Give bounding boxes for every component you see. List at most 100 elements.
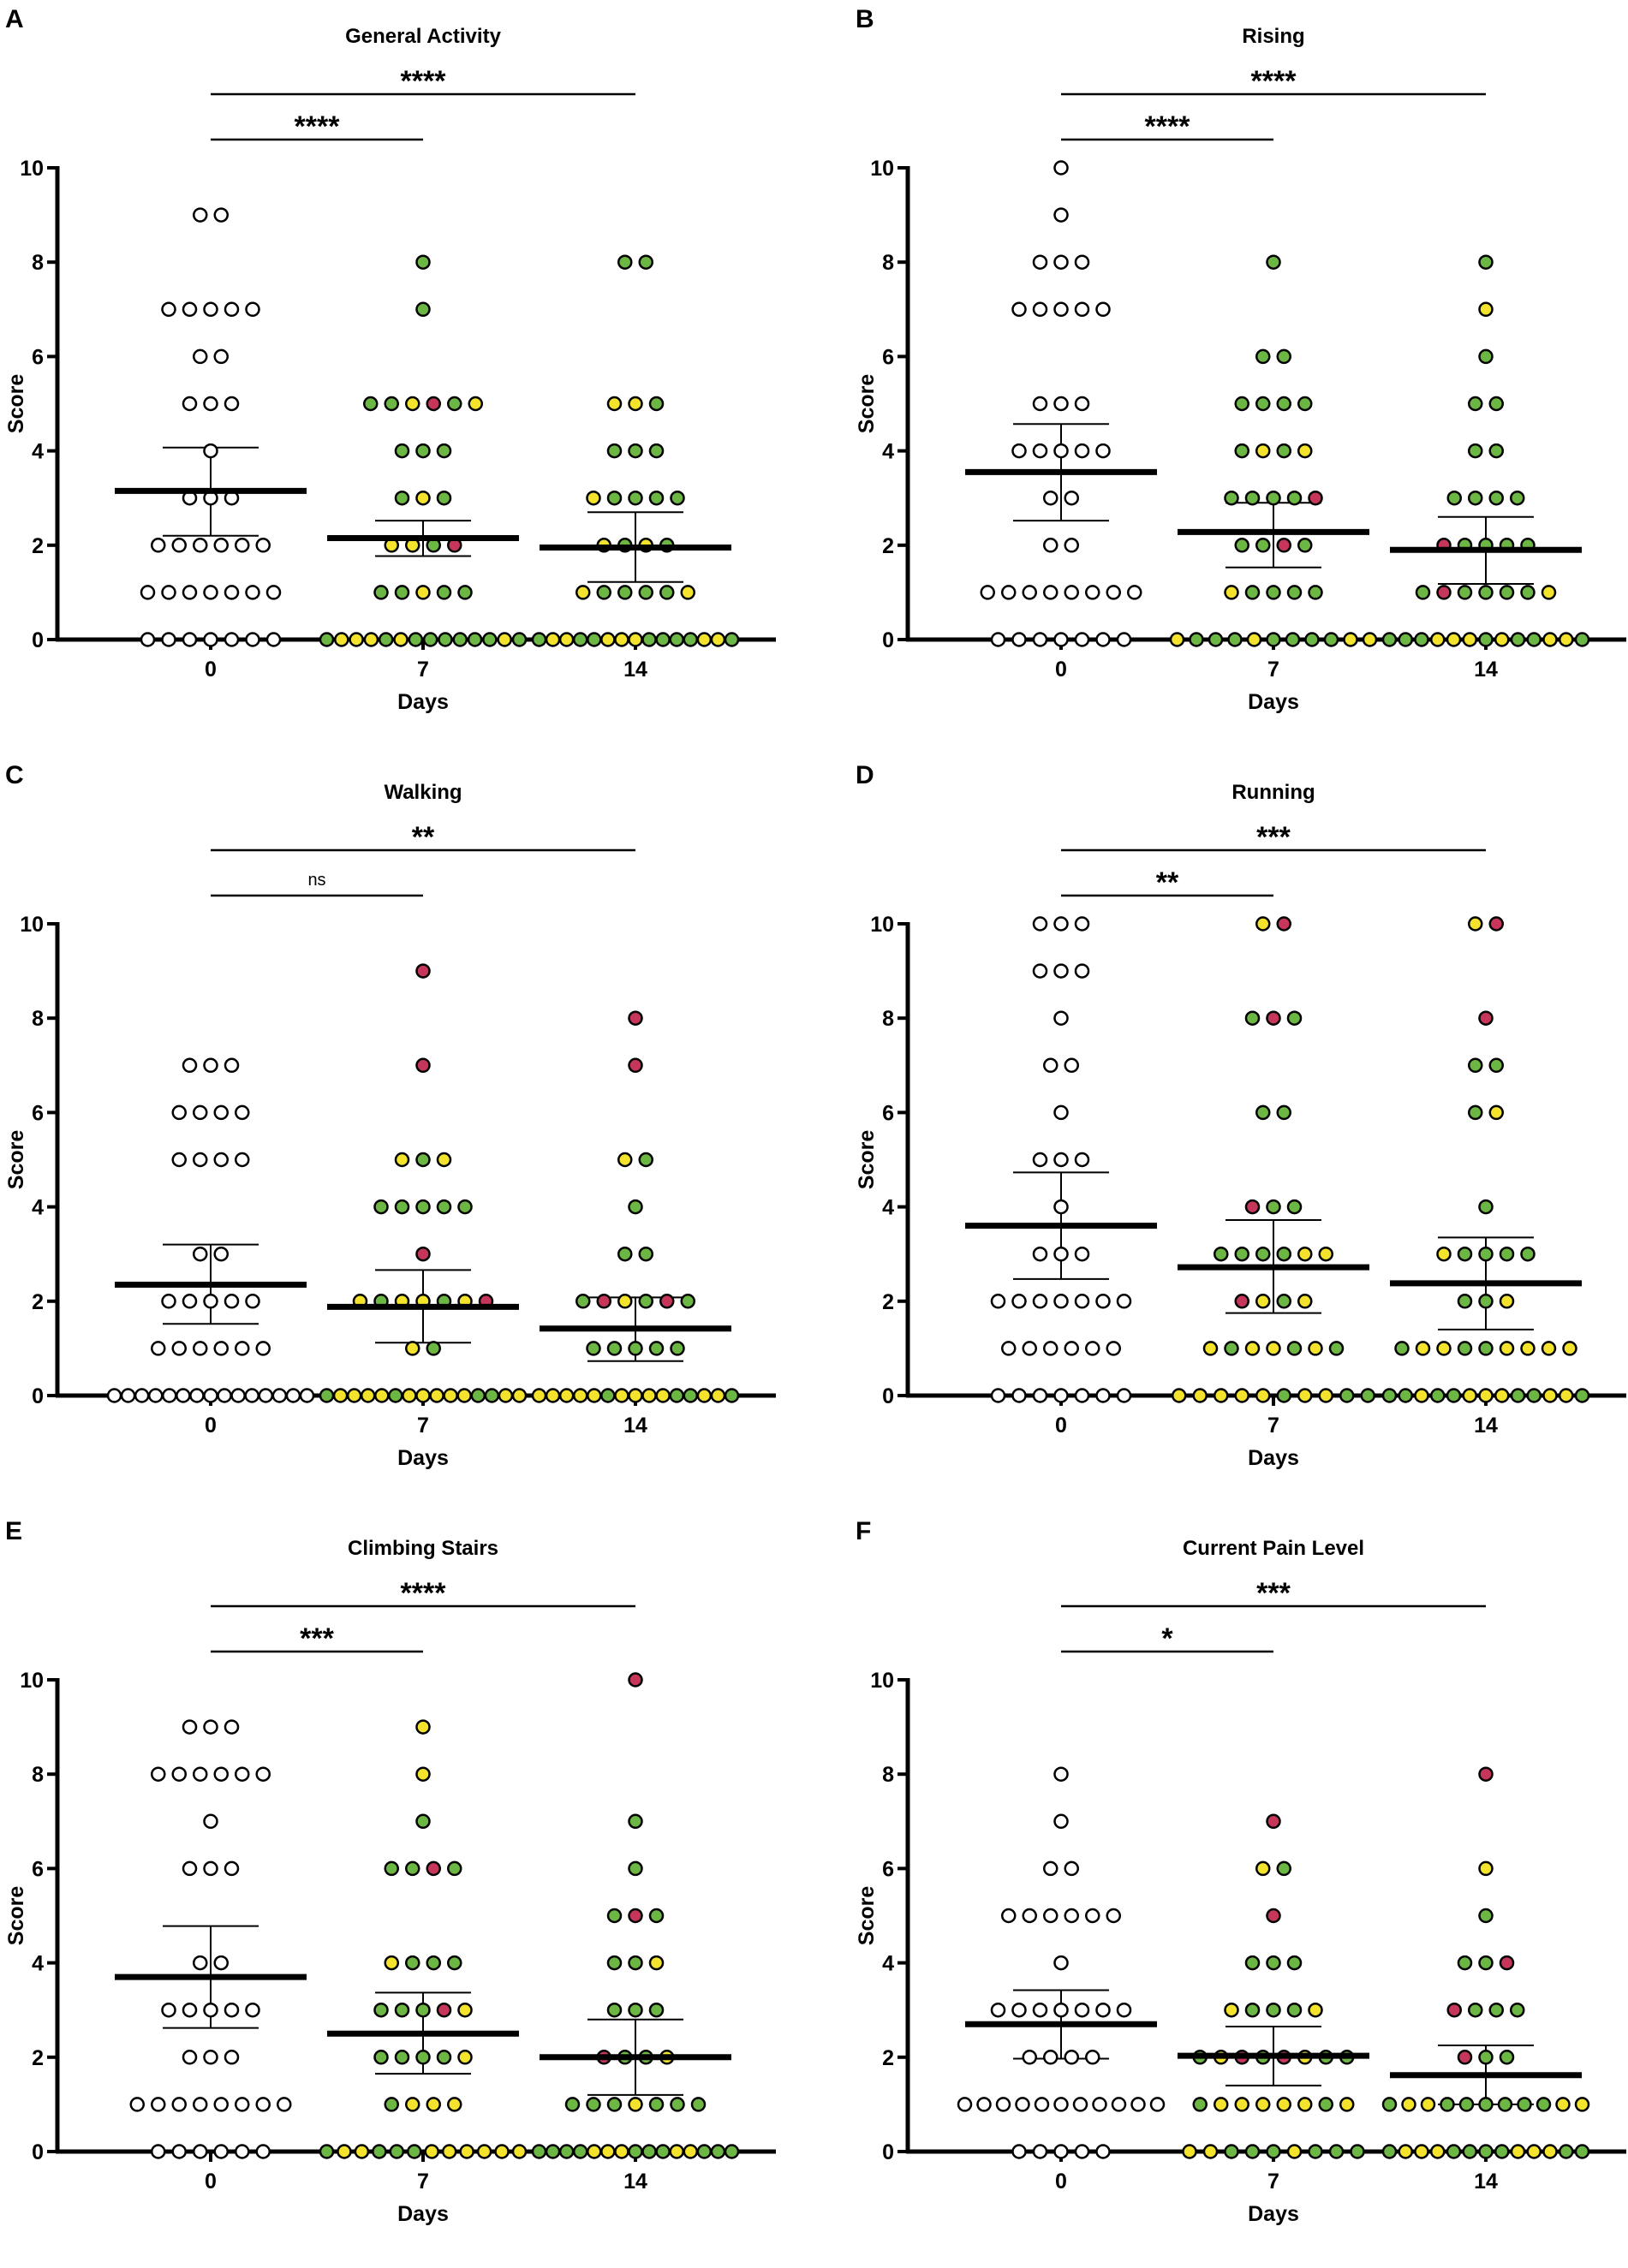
panel-label: A (5, 5, 24, 33)
data-point (1255, 538, 1271, 553)
data-point (426, 1341, 441, 1356)
data-point (255, 538, 271, 553)
data-point (1308, 490, 1323, 506)
data-point (628, 2002, 643, 2018)
data-point (587, 1388, 602, 1403)
data-point (659, 1294, 675, 1309)
data-point (1542, 1388, 1558, 1403)
data-point (586, 490, 601, 506)
data-point (235, 538, 250, 553)
data-point (1074, 396, 1090, 412)
data-point (1436, 1246, 1452, 1262)
group-day-0 (115, 207, 307, 647)
data-point (1457, 585, 1473, 600)
data-point (1266, 632, 1281, 647)
data-point (1462, 632, 1477, 647)
data-point (171, 1766, 187, 1782)
data-point (193, 207, 208, 223)
data-point (1127, 585, 1142, 600)
y-tick-label: 4 (882, 1952, 894, 1976)
data-point (1053, 963, 1069, 979)
x-tick-label: 0 (1055, 2170, 1067, 2194)
data-point (224, 2050, 240, 2065)
data-point (265, 585, 282, 600)
data-point (1032, 443, 1048, 459)
data-point (1520, 1246, 1536, 1262)
data-point (203, 1388, 218, 1403)
data-point (1149, 2097, 1166, 2112)
data-point (1244, 2144, 1261, 2159)
data-point (1032, 1152, 1048, 1168)
data-point (182, 1860, 198, 1877)
data-point (1478, 301, 1494, 318)
y-tick-label: 6 (882, 1857, 894, 1881)
data-point (1064, 585, 1079, 600)
data-point (415, 1199, 431, 1215)
data-point (255, 2144, 271, 2159)
data-point (1074, 963, 1090, 979)
data-point (203, 585, 218, 600)
x-tick-label: 7 (1267, 658, 1279, 682)
data-point (1053, 1294, 1069, 1309)
data-point (575, 585, 591, 600)
data-point (1542, 632, 1558, 647)
data-point (1266, 1010, 1281, 1026)
data-point (408, 632, 424, 647)
data-point (1297, 538, 1313, 553)
data-point (1085, 1908, 1100, 1924)
data-point (1053, 1104, 1069, 1121)
data-point (587, 632, 602, 647)
panel-a: A General Activity **** **** 0 2 4 6 8 10 0 7 14 Days… (0, 0, 814, 756)
data-point (628, 632, 643, 647)
data-point (384, 1860, 399, 1877)
data-point (606, 443, 623, 459)
y-tick-label: 6 (32, 1101, 44, 1125)
data-point (1053, 207, 1069, 223)
panel-c: C Walking ns ** 0 2 4 6 8 10 0 7 14 Days Score (0, 756, 814, 1512)
data-point (1234, 1246, 1249, 1262)
data-point (655, 2144, 671, 2159)
data-point (346, 1388, 362, 1403)
data-point (457, 1199, 473, 1215)
data-point (1478, 2050, 1494, 2065)
x-tick-label: 14 (623, 658, 647, 682)
data-point (1276, 1246, 1291, 1262)
data-point (587, 2144, 602, 2159)
data-point (680, 585, 695, 600)
significance-label: ns (307, 871, 325, 890)
data-point (1053, 443, 1069, 459)
data-point (360, 1388, 376, 1403)
data-point (213, 2097, 229, 2112)
data-point (1478, 1199, 1494, 1215)
data-point (1420, 2097, 1436, 2112)
data-point (1520, 1341, 1536, 1356)
data-point (617, 1294, 633, 1309)
data-point (415, 2050, 431, 2065)
data-point (1297, 1246, 1313, 1262)
panel-label: F (856, 1517, 871, 1545)
data-point (1276, 916, 1291, 932)
data-point (193, 1104, 208, 1121)
data-point (1286, 2002, 1303, 2018)
data-point (1510, 2144, 1526, 2159)
data-point (245, 301, 260, 318)
data-point (1034, 2097, 1050, 2112)
data-point (151, 2144, 166, 2159)
data-point (271, 1388, 288, 1403)
x-tick-label: 14 (1474, 658, 1498, 682)
data-point (203, 2002, 218, 2018)
data-point (213, 1766, 229, 1782)
data-point (1381, 1388, 1398, 1403)
data-point (374, 1388, 390, 1403)
data-point (1032, 254, 1048, 270)
data-point (1032, 632, 1048, 647)
data-point (558, 1388, 575, 1403)
data-point (1234, 443, 1249, 459)
data-point (1106, 1908, 1121, 1924)
data-point (171, 538, 187, 553)
data-point (235, 1341, 250, 1356)
data-point (628, 490, 643, 506)
data-point (1255, 1104, 1271, 1121)
data-point (1064, 538, 1079, 553)
data-point (1244, 1010, 1261, 1026)
